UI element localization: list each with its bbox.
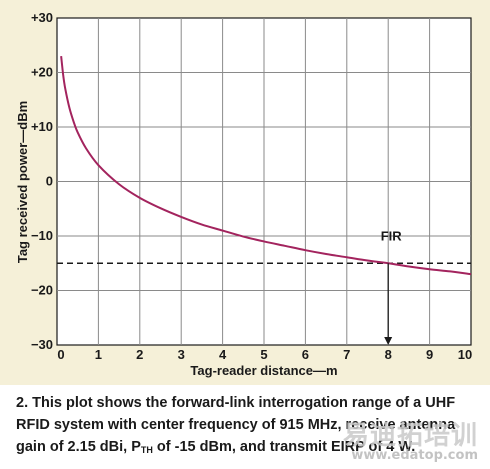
- x-tick-label: 4: [219, 347, 227, 362]
- annotation-fir: FIR: [381, 228, 403, 243]
- grid: [57, 18, 471, 345]
- y-tick-label: +10: [31, 119, 53, 134]
- x-tick-label: 10: [458, 347, 472, 362]
- caption-subscript: TH: [140, 445, 153, 455]
- chart-svg: +30 +20 +10 0 −10 −20 −30 0 1 2 3 4 5 6 7 8 9 10 FIR Tag…: [15, 10, 472, 378]
- x-tick-label: 9: [426, 347, 433, 362]
- x-tick-label: 6: [302, 347, 309, 362]
- y-tick-label: 0: [46, 174, 53, 189]
- y-tick-label: +30: [31, 10, 53, 25]
- watermark-logo-text: 易迪拓培训: [342, 421, 478, 451]
- x-axis-title: Tag-reader distance—m: [190, 363, 337, 378]
- caption-text: 2. This plot shows the forward-link inte…: [16, 395, 456, 455]
- x-tick-labels: 0 1 2 3 4 5 6 7 8 9 10: [57, 347, 472, 362]
- x-tick-label: 2: [136, 347, 143, 362]
- series-line: [60, 56, 472, 276]
- x-tick-label: 1: [95, 347, 102, 362]
- chart-frame: +30 +20 +10 0 −10 −20 −30 0 1 2 3 4 5 6 7 8 9 10 FIR Tag…: [0, 0, 490, 385]
- arrow-head: [384, 337, 393, 345]
- x-tick-label: 7: [343, 347, 350, 362]
- y-tick-label: +20: [31, 65, 53, 80]
- y-tick-label: −30: [31, 337, 53, 352]
- watermark: 易迪拓培训 www.edatop.com: [302, 415, 482, 463]
- y-tick-labels: +30 +20 +10 0 −10 −20 −30: [31, 10, 53, 352]
- x-tick-label: 0: [57, 347, 64, 362]
- x-tick-label: 8: [385, 347, 392, 362]
- x-tick-label: 5: [260, 347, 267, 362]
- y-tick-label: −10: [31, 228, 53, 243]
- figure-caption: 2. This plot shows the forward-link inte…: [16, 392, 486, 461]
- y-tick-label: −20: [31, 283, 53, 298]
- watermark-url: www.edatop.com: [351, 448, 478, 463]
- x-tick-label: 3: [178, 347, 185, 362]
- caption-text-end: of -15 dBm, and transmit EIRP of 4 W.: [152, 439, 416, 455]
- y-axis-title: Tag received power—dBm: [15, 101, 30, 263]
